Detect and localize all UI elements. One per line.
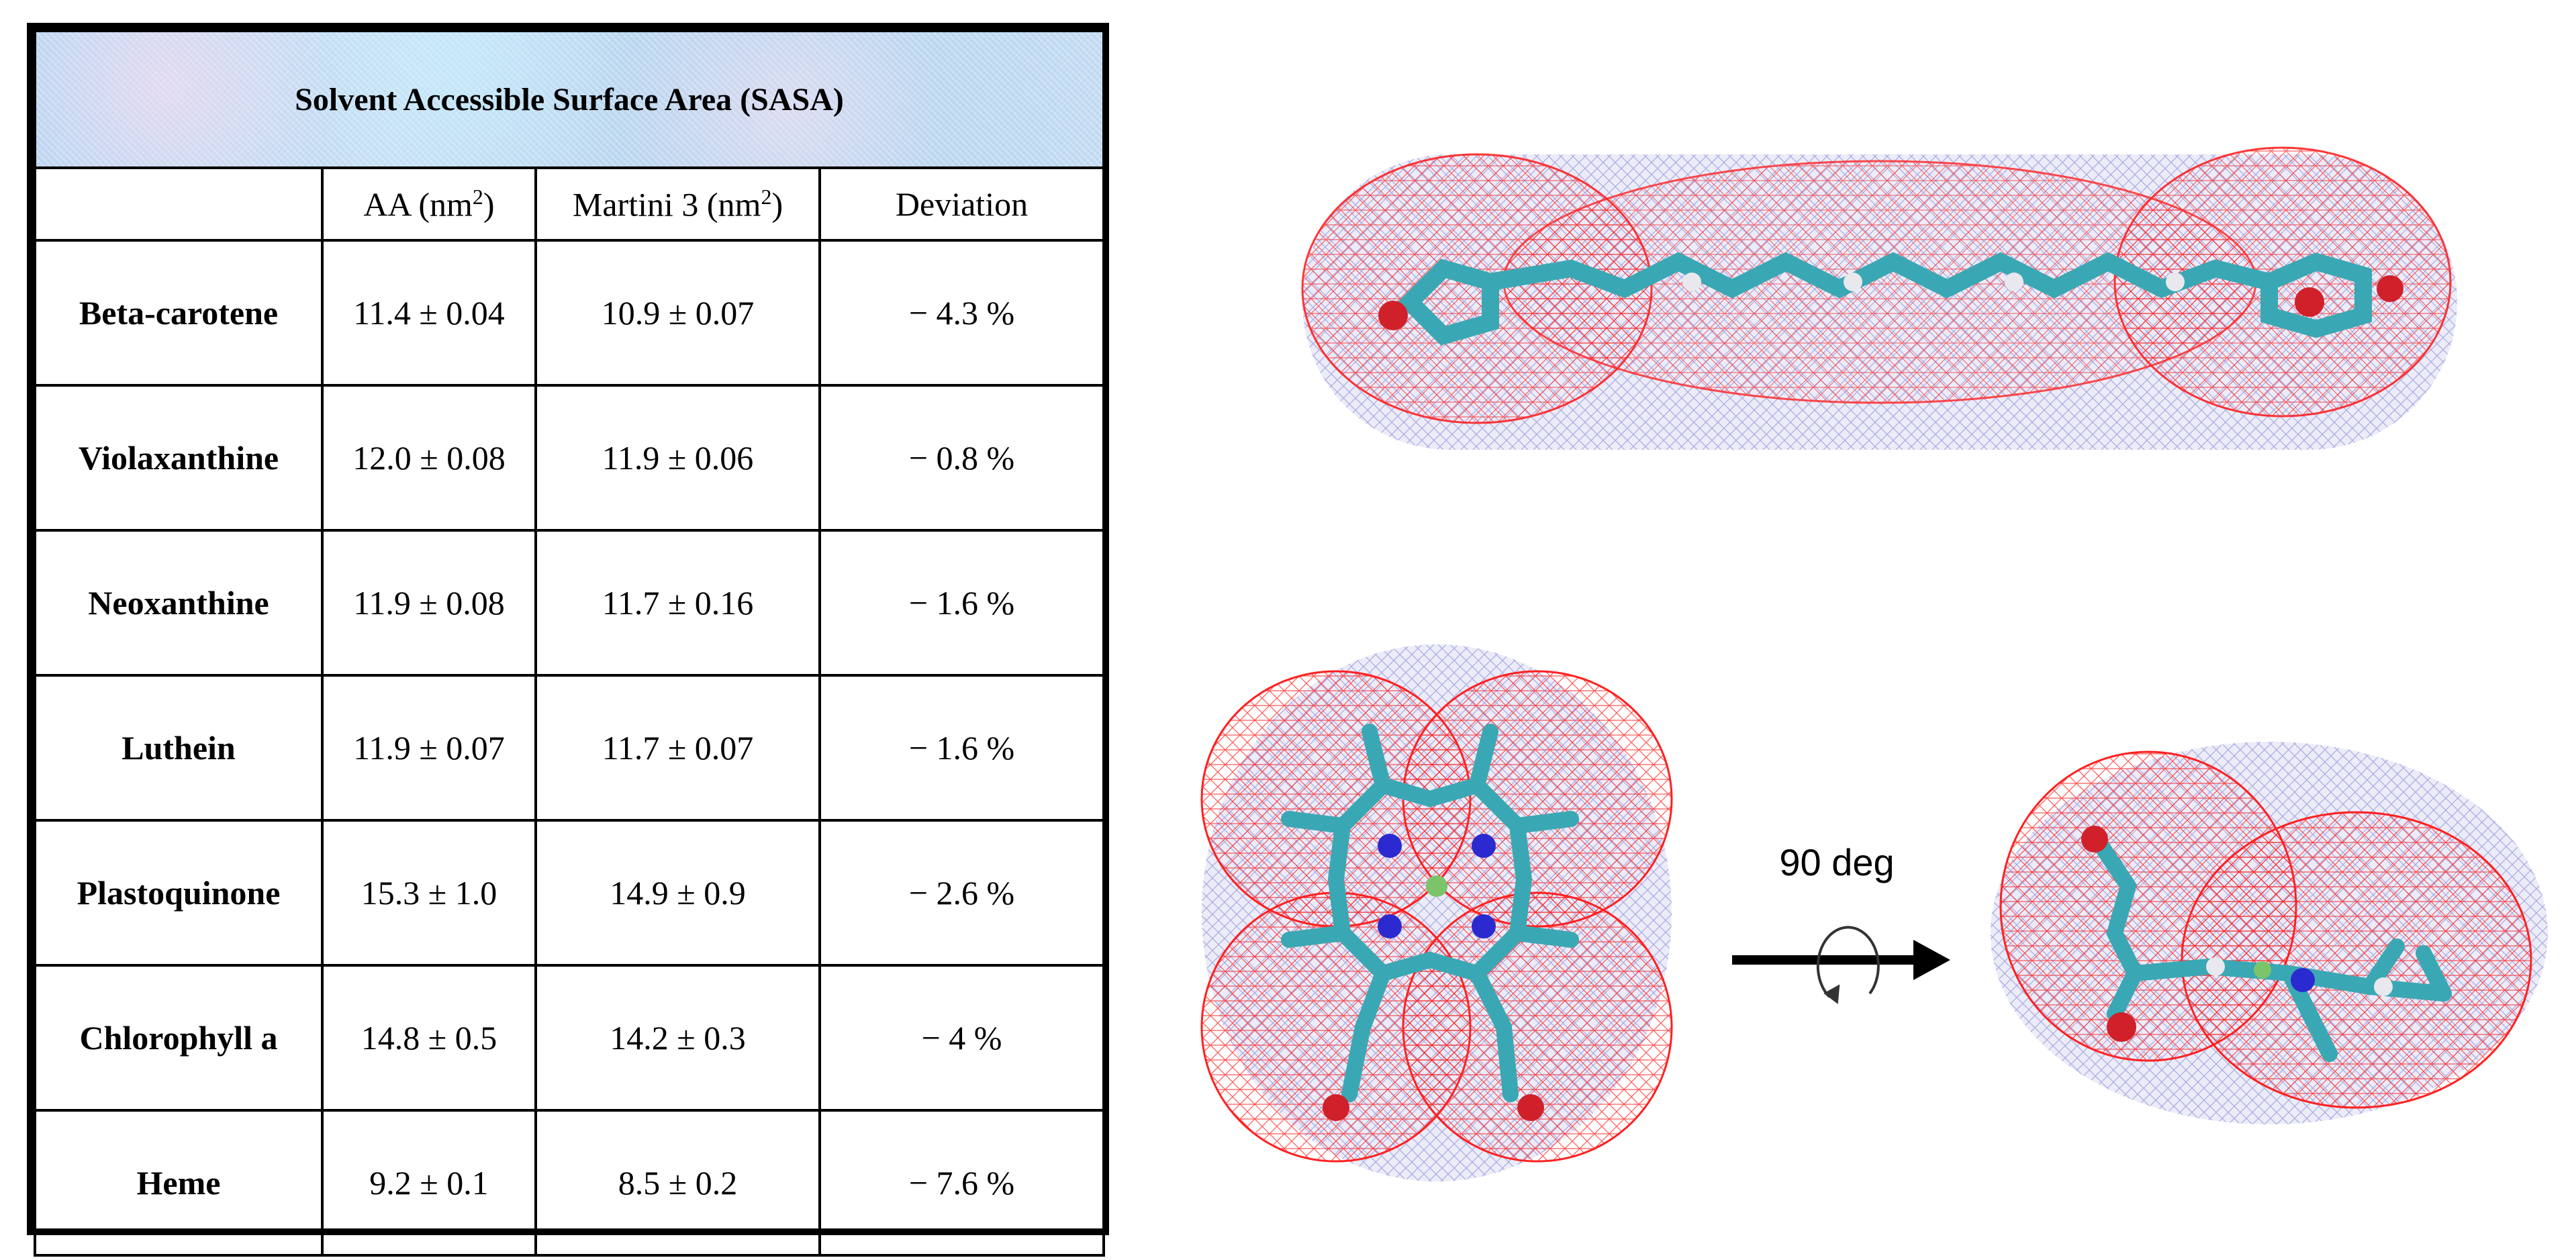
row-aa: 11.4 ± 0.04 xyxy=(321,239,537,387)
row-aa: 11.9 ± 0.08 xyxy=(321,529,537,677)
row-deviation: − 7.6 % xyxy=(818,1109,1106,1257)
row-aa: 14.8 ± 0.5 xyxy=(321,964,537,1112)
row-aa: 12.0 ± 0.08 xyxy=(321,384,537,532)
row-martini: 11.9 ± 0.06 xyxy=(534,384,821,532)
sasa-table: Solvent Accessible Surface Area (SASA) A… xyxy=(27,23,1109,1257)
row-aa: 9.2 ± 0.1 xyxy=(321,1109,537,1257)
row-name: Beta-carotene xyxy=(34,239,324,387)
row-name: Plastoquinone xyxy=(34,819,324,967)
row-martini: 11.7 ± 0.07 xyxy=(534,674,821,822)
row-deviation: − 4 % xyxy=(818,964,1106,1112)
row-name: Violaxanthine xyxy=(34,384,324,532)
row-name: Chlorophyll a xyxy=(34,964,324,1112)
row-name: Heme xyxy=(34,1109,324,1257)
table-row: Violaxanthine 12.0 ± 0.08 11.9 ± 0.06 − … xyxy=(34,384,1106,532)
row-deviation: − 1.6 % xyxy=(818,674,1106,822)
row-martini: 8.5 ± 0.2 xyxy=(534,1109,821,1257)
row-martini: 10.9 ± 0.07 xyxy=(534,239,821,387)
rotation-label: 90 deg xyxy=(1779,841,1895,883)
table-row: Luthein 11.9 ± 0.07 11.7 ± 0.07 − 1.6 % xyxy=(34,674,1106,822)
row-aa: 11.9 ± 0.07 xyxy=(321,674,537,822)
right-arrow-icon xyxy=(1732,940,1950,980)
header-deviation: Deviation xyxy=(818,166,1106,242)
header-aa: AA (nm2) xyxy=(321,166,537,242)
table-title: Solvent Accessible Surface Area (SASA) xyxy=(33,30,1106,169)
table-row: Chlorophyll a 14.8 ± 0.5 14.2 ± 0.3 − 4 … xyxy=(34,964,1106,1112)
row-deviation: − 4.3 % xyxy=(818,239,1106,387)
row-name: Neoxanthine xyxy=(34,529,324,677)
porphyrin-face-surface-model xyxy=(1188,624,1685,1188)
row-deviation: − 2.6 % xyxy=(818,819,1106,967)
table-row: Neoxanthine 11.9 ± 0.08 11.7 ± 0.16 − 1.… xyxy=(34,529,1106,677)
table-row: Plastoquinone 15.3 ± 1.0 14.9 ± 0.9 − 2.… xyxy=(34,819,1106,967)
row-deviation: − 0.8 % xyxy=(818,384,1106,532)
header-martini: Martini 3 (nm2) xyxy=(534,166,821,242)
rotate-arrow-icon xyxy=(1816,926,1880,1004)
table-row: Heme 9.2 ± 0.1 8.5 ± 0.2 − 7.6 % xyxy=(34,1109,1106,1257)
row-martini: 11.7 ± 0.16 xyxy=(534,529,821,677)
porphyrin-side-surface-model xyxy=(1981,732,2558,1148)
row-aa: 15.3 ± 1.0 xyxy=(321,819,537,967)
rotation-arrow xyxy=(1732,893,1954,1014)
row-martini: 14.9 ± 0.9 xyxy=(534,819,821,967)
row-deviation: − 1.6 % xyxy=(818,529,1106,677)
row-name: Luthein xyxy=(34,674,324,822)
carotenoid-surface-model xyxy=(1289,114,2471,490)
table-row: Beta-carotene 11.4 ± 0.04 10.9 ± 0.07 − … xyxy=(34,239,1106,387)
header-name xyxy=(34,166,324,242)
row-martini: 14.2 ± 0.3 xyxy=(534,964,821,1112)
